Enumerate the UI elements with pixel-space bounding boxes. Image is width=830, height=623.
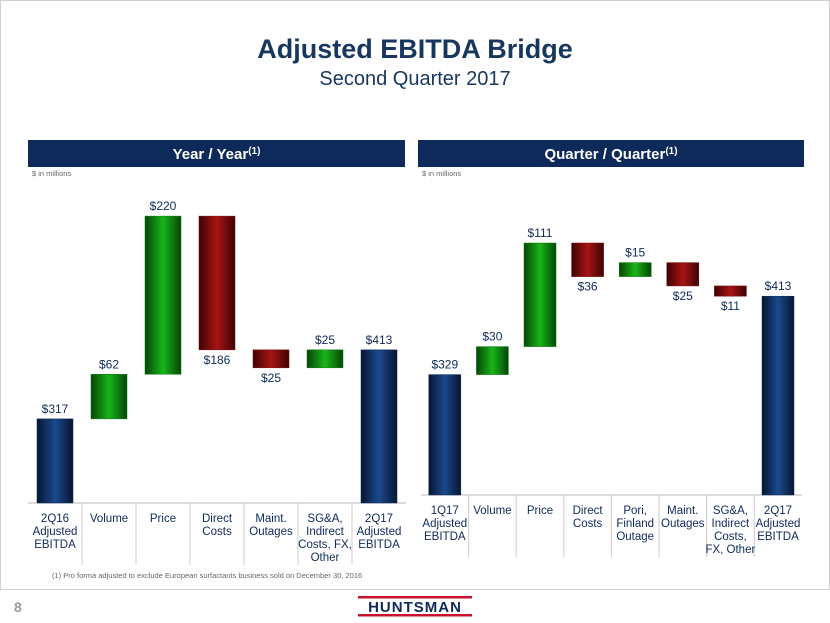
value-label: $111 [528,226,553,240]
chart-header [28,140,405,167]
units-label: $ in millions [422,169,461,178]
bar [761,295,795,496]
x-tick-label: Direct Costs [572,505,603,530]
chart-header-title: Year / Year(1) [173,146,261,163]
bar [306,349,344,369]
x-tick-label: Volume [89,513,129,525]
value-label: $329 [431,358,458,372]
x-tick-label: Price [526,505,554,517]
logo-line [358,614,472,617]
value-label: $413 [366,333,393,347]
bar [360,349,398,504]
bar [714,285,747,297]
logo-line [358,596,472,599]
bar [144,215,182,375]
value-label: $220 [150,199,177,213]
bar [428,374,462,496]
x-tick-label: 2Q16 Adjusted EBITDA [32,513,78,551]
value-label: $36 [578,280,598,294]
x-tick-label: Maint. Outages [661,505,705,530]
x-tick-label: Pori, Finland Outage [616,505,655,543]
value-label: $15 [625,246,645,260]
bar [666,262,700,287]
value-label: $62 [99,357,119,371]
x-tick-label: Price [149,513,177,525]
value-label: $25 [673,289,693,303]
value-label: $25 [315,333,335,347]
x-tick-label: SG&A, Indirect Costs, FX, Other [298,513,352,564]
chart-header [418,140,804,167]
value-label: $413 [765,279,792,293]
bar [523,242,557,347]
bar [476,346,509,375]
value-label: $317 [42,402,69,416]
footnote: (1) Pro forma adjusted to exclude Europe… [52,571,362,580]
title-note: (1) [248,146,260,157]
value-label: $186 [204,353,231,367]
title-note: (1) [665,146,677,157]
bar [618,262,652,277]
chart-title: Quarter / Quarter [544,146,665,163]
x-tick-label: 1Q17 Adjusted EBITDA [422,505,468,543]
bar [252,349,290,369]
bar [571,242,604,277]
x-tick-label: 2Q17 Adjusted EBITDA [356,513,402,551]
value-label: $11 [721,299,740,313]
bar [90,374,128,420]
x-tick-label: 2Q17 Adjusted EBITDA [755,505,801,543]
x-tick-label: Volume [473,505,512,517]
bar [198,215,236,351]
x-tick-label: Maint. Outages [249,513,293,538]
chart-header-title: Quarter / Quarter(1) [544,146,677,163]
x-tick-label: Direct Costs [201,513,233,538]
x-tick-label: SG&A, Indirect Costs, FX, Other [705,505,756,556]
chart-title: Year / Year [173,146,249,163]
page-number: 8 [14,599,22,615]
slide-title: Adjusted EBITDA Bridge [257,34,573,64]
units-label: $ in millions [32,169,71,178]
slide-subtitle: Second Quarter 2017 [319,68,510,90]
bar [36,418,74,504]
value-label: $25 [261,371,281,385]
logo: HUNTSMAN [368,599,462,616]
value-label: $30 [482,330,502,344]
